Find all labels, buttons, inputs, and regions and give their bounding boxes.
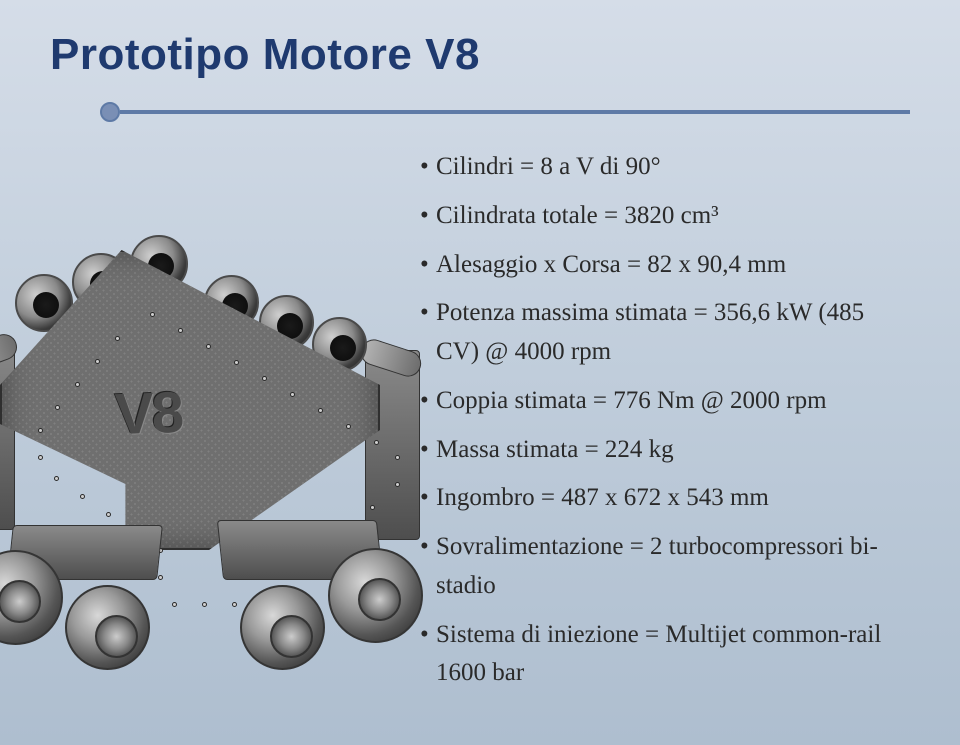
turbocharger-icon [65, 585, 150, 670]
spec-item: Coppia stimata = 776 Nm @ 2000 rpm [420, 382, 910, 421]
slide-title: Prototipo Motore V8 [50, 30, 910, 80]
title-underline [50, 102, 910, 120]
turbocharger-icon [240, 585, 325, 670]
spec-item: Potenza massima stimata = 356,6 kW (485 … [420, 294, 910, 372]
spec-item: Cilindrata totale = 3820 cm³ [420, 197, 910, 236]
slide: Prototipo Motore V8 [0, 0, 960, 745]
engine-side-block-right [365, 350, 420, 540]
spec-item: Cilindri = 8 a V di 90° [420, 148, 910, 187]
spec-item: Sistema di iniezione = Multijet common-r… [420, 616, 910, 694]
spec-item: Alesaggio x Corsa = 82 x 90,4 mm [420, 246, 910, 285]
spec-item: Ingombro = 487 x 672 x 543 mm [420, 479, 910, 518]
engine-badge: V8 [114, 379, 183, 448]
underline-dot [100, 102, 120, 122]
spec-item: Massa stimata = 224 kg [420, 431, 910, 470]
underline-line [120, 110, 910, 114]
turbocharger-icon [328, 548, 423, 643]
engine-side-block-left [0, 340, 15, 530]
spec-item: Sovralimentazione = 2 turbocompressori b… [420, 528, 910, 606]
engine-body: V8 [0, 190, 430, 590]
